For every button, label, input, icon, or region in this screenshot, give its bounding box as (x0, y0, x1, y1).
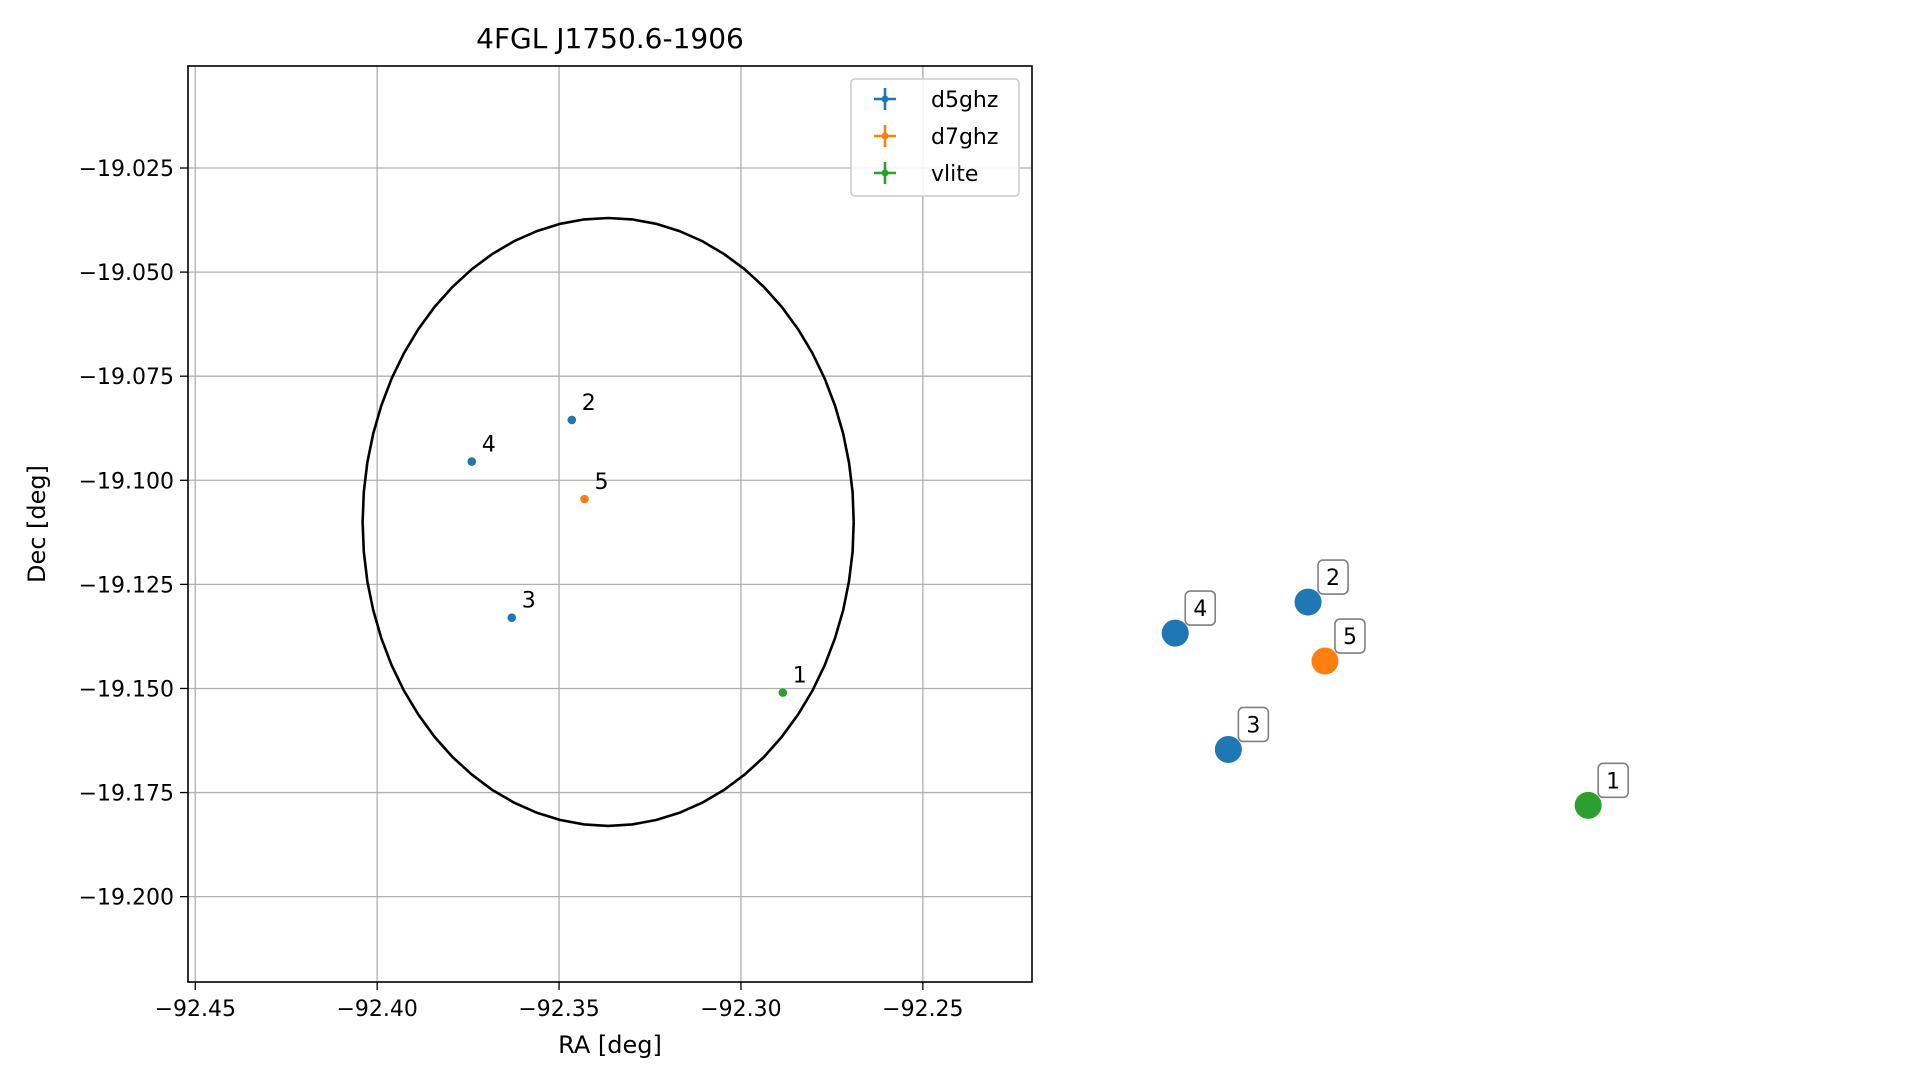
source-point-3 (507, 613, 517, 622)
side-label-4: 4 (1193, 597, 1207, 622)
side-marker-5 (1311, 647, 1339, 675)
y-tick-label: −19.050 (79, 261, 174, 286)
legend-box (850, 78, 1020, 197)
y-tick-label: −19.025 (79, 157, 174, 182)
side-label-box-3 (1237, 706, 1270, 743)
legend-dot-d7ghz (881, 132, 889, 140)
side-label-1: 1 (1606, 769, 1620, 794)
plot-frame (187, 65, 1033, 983)
legend-dot-vlite (881, 169, 889, 177)
y-tick-label: −19.100 (79, 469, 174, 494)
source-label-1: 1 (793, 664, 807, 689)
x-axis-label: RA [deg] (558, 1031, 662, 1059)
side-marker-panel: 1 2 3 4 5 (1161, 559, 1629, 819)
x-tick-label: −92.40 (336, 997, 417, 1022)
legend-label-vlite: vlite (931, 162, 978, 187)
legend-label-d5ghz: d5ghz (931, 88, 998, 113)
side-label-5: 5 (1343, 625, 1357, 650)
source-point-4 (467, 457, 477, 466)
x-tick-label: −92.35 (518, 997, 599, 1022)
x-tick-label: −92.45 (155, 997, 236, 1022)
y-tick-label: −19.175 (79, 782, 174, 807)
grid (188, 66, 1032, 982)
y-tick-label: −19.075 (79, 365, 174, 390)
x-tick-label: −92.25 (882, 997, 963, 1022)
side-label-box-1 (1597, 762, 1629, 799)
side-marker-1 (1574, 791, 1602, 819)
plot-area: 1 2 3 4 5 (187, 65, 1033, 983)
side-label-box-4 (1184, 590, 1217, 626)
source-label-5: 5 (595, 470, 609, 495)
source-label-2: 2 (582, 391, 596, 416)
x-tick-label: −92.30 (700, 997, 781, 1022)
source-label-3: 3 (522, 589, 536, 614)
y-axis-label: Dec [deg] (23, 465, 51, 583)
chart-title: 4FGL J1750.6-1906 (476, 22, 744, 55)
y-tick-label: −19.150 (79, 677, 174, 702)
side-label-2: 2 (1326, 566, 1340, 591)
legend-entries: d5ghz d7ghz vlite (874, 88, 998, 187)
source-label-4: 4 (482, 433, 496, 458)
side-marker-4 (1161, 619, 1189, 647)
data-points: 1 2 3 4 5 (467, 391, 807, 697)
x-axis-ticks: −92.45 −92.40 −92.35 −92.30 −92.25 (155, 982, 964, 1022)
source-point-2 (567, 415, 577, 425)
side-marker-2 (1294, 588, 1322, 616)
legend-label-d7ghz: d7ghz (931, 125, 998, 150)
ellipse-outline (361, 216, 855, 828)
side-marker-3 (1214, 735, 1242, 763)
source-point-1 (778, 688, 788, 697)
side-label-box-5 (1334, 618, 1366, 654)
y-axis-ticks: −19.025 −19.050 −19.075 −19.100 −19.125 −19.1… (79, 157, 188, 911)
side-label-box-2 (1317, 559, 1349, 595)
legend-dot-d5ghz (881, 95, 889, 103)
y-tick-label: −19.200 (79, 886, 174, 911)
source-point-5 (580, 494, 589, 504)
localization-ellipse (361, 216, 855, 828)
side-label-3: 3 (1246, 713, 1260, 738)
legend: d5ghz d7ghz vlite (850, 78, 1020, 197)
y-tick-label: −19.125 (79, 573, 174, 598)
